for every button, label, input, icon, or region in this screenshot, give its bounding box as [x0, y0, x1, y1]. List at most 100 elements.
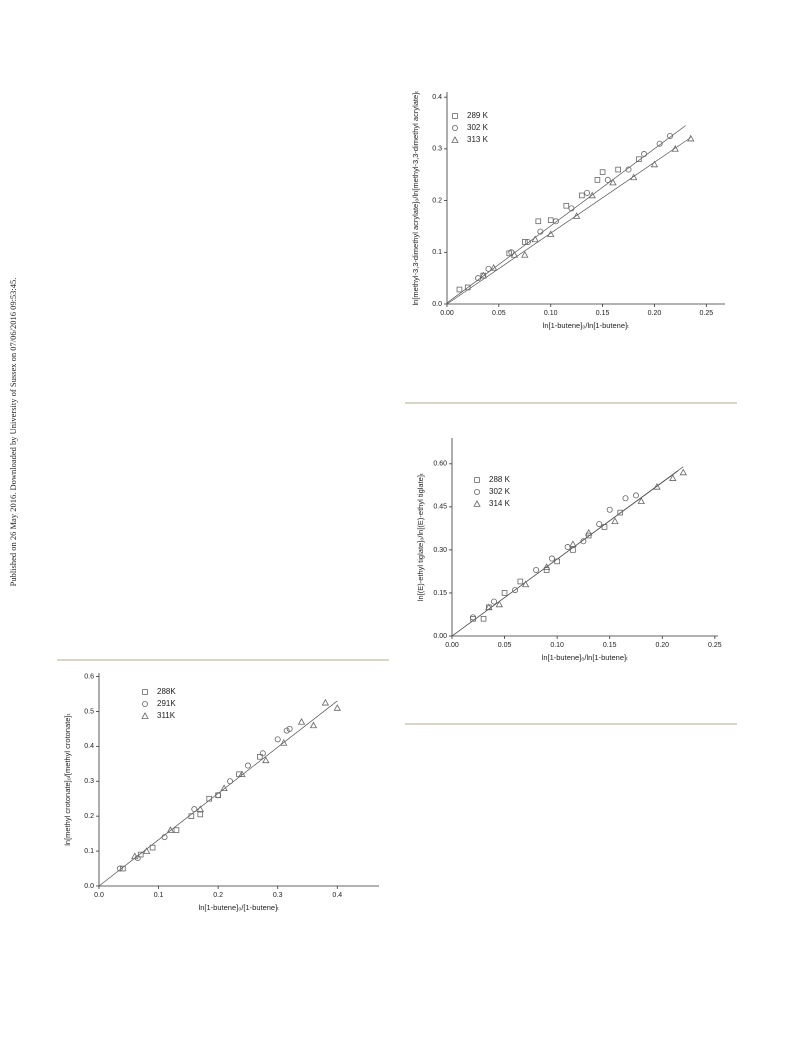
- square-marker: [120, 865, 126, 872]
- y-tick-label: 0.3: [84, 778, 94, 785]
- y-tick-label: 0.00: [433, 633, 447, 640]
- square-marker: [599, 169, 606, 175]
- triangle-marker: [473, 500, 481, 507]
- triangle-marker: [141, 712, 149, 719]
- x-tick-label: 0.05: [492, 310, 506, 317]
- circle-marker: [537, 228, 544, 235]
- fit-line: [446, 125, 686, 304]
- y-tick-label: 0.0: [84, 883, 94, 890]
- circle-marker: [606, 506, 613, 513]
- legend-label: 313 K: [467, 135, 489, 144]
- triangle-marker: [297, 718, 306, 725]
- square-marker: [142, 689, 148, 695]
- circle-marker: [656, 140, 663, 147]
- legend-label: 289 K: [467, 111, 489, 120]
- triangle-marker: [531, 235, 539, 243]
- square-marker: [501, 590, 508, 596]
- triangle-marker: [611, 517, 619, 525]
- y-tick-label: 0.45: [433, 504, 447, 511]
- circle-marker: [512, 587, 519, 594]
- y-tick-label: 0.2: [432, 197, 442, 204]
- y-tick-label: 0.6: [84, 673, 94, 680]
- x-tick-label: 0.10: [544, 310, 558, 317]
- x-tick-label: 0.20: [655, 642, 669, 649]
- y-axis-label: ln[methyl crotonate]₀/[methyl crotonate]…: [63, 713, 72, 845]
- legend-label: 314 K: [489, 499, 511, 508]
- y-tick-label: 0.1: [432, 249, 442, 256]
- y-tick-label: 0.2: [84, 813, 94, 820]
- y-tick-label: 0.30: [433, 547, 447, 554]
- circle-marker: [568, 205, 575, 212]
- square-marker: [543, 567, 550, 573]
- square-marker: [456, 286, 463, 293]
- x-tick-label: 0.15: [603, 642, 617, 649]
- circle-marker: [552, 218, 559, 225]
- square-marker: [617, 509, 624, 516]
- square-marker: [554, 558, 560, 565]
- square-marker: [521, 239, 528, 245]
- circle-marker: [533, 567, 540, 574]
- circle-marker: [473, 488, 480, 495]
- circle-marker: [580, 538, 587, 545]
- circle-marker: [274, 736, 281, 743]
- square-marker: [570, 547, 576, 553]
- y-tick-label: 0.4: [84, 743, 94, 750]
- circle-marker: [524, 238, 531, 245]
- legend-label: 288K: [157, 687, 176, 696]
- square-marker: [188, 813, 195, 819]
- circle-marker: [141, 701, 148, 708]
- fit-line: [451, 470, 679, 637]
- y-tick-label: 0.3: [432, 146, 442, 153]
- triangle-marker: [262, 756, 270, 764]
- square-marker: [594, 177, 601, 183]
- x-tick-label: 0.25: [700, 310, 714, 317]
- circle-marker: [215, 792, 222, 799]
- circle-marker: [564, 544, 571, 551]
- x-tick-label: 0.25: [708, 642, 722, 649]
- circle-marker: [286, 725, 293, 732]
- x-tick-label: 0.2: [213, 892, 223, 899]
- y-axis-label: ln[(E)-ethyl tiglate]₀/ln[(E)-ethyl tigl…: [416, 473, 425, 601]
- square-marker: [464, 284, 471, 291]
- circle-marker: [134, 855, 141, 862]
- x-axis-label: ln[1-butene]₀/ln[1-butene]ₜ: [542, 653, 629, 662]
- legend-label: 302 K: [489, 487, 511, 496]
- x-tick-label: 0.4: [332, 892, 342, 899]
- triangle-marker: [588, 191, 596, 199]
- circle-marker: [632, 492, 639, 499]
- triangle-marker: [220, 784, 228, 792]
- triangle-marker: [585, 528, 593, 536]
- x-tick-label: 0.3: [273, 892, 283, 899]
- triangle-marker: [495, 600, 503, 608]
- legend-label: 288 K: [489, 475, 511, 484]
- square-marker: [579, 192, 585, 199]
- triangle-marker: [687, 134, 695, 142]
- x-axis-label: ln[1-butene]₀/ln[1-butene]ₜ: [543, 321, 630, 330]
- triangle-marker: [485, 603, 493, 611]
- triangle-marker: [489, 263, 498, 271]
- x-tick-label: 0.15: [596, 310, 610, 317]
- circle-marker: [596, 521, 603, 528]
- circle-marker: [116, 865, 123, 872]
- square-marker: [197, 811, 204, 818]
- y-tick-label: 0.0: [432, 301, 442, 308]
- circle-marker: [451, 125, 458, 132]
- legend-label: 302 K: [467, 123, 489, 132]
- triangle-marker: [521, 251, 529, 258]
- triangle-marker: [650, 160, 659, 168]
- triangle-marker: [451, 136, 459, 143]
- triangle-marker: [609, 178, 617, 186]
- triangle-marker: [238, 770, 246, 778]
- triangle-marker: [669, 474, 677, 481]
- x-axis-label: ln[1-butene]₀/[1-butene]ₜ: [199, 903, 280, 912]
- circle-marker: [283, 727, 290, 734]
- y-axis-label: ln[methyl-3,3-dimethyl acrylate]₀/ln[met…: [411, 91, 420, 306]
- triangle-marker: [572, 212, 581, 219]
- square-marker: [563, 202, 570, 209]
- square-marker: [636, 156, 642, 163]
- sidebar-text: Published on 26 May 2016. Downloaded by …: [8, 278, 18, 587]
- y-tick-label: 0.5: [84, 708, 94, 715]
- circle-marker: [667, 132, 674, 139]
- square-marker: [601, 524, 608, 530]
